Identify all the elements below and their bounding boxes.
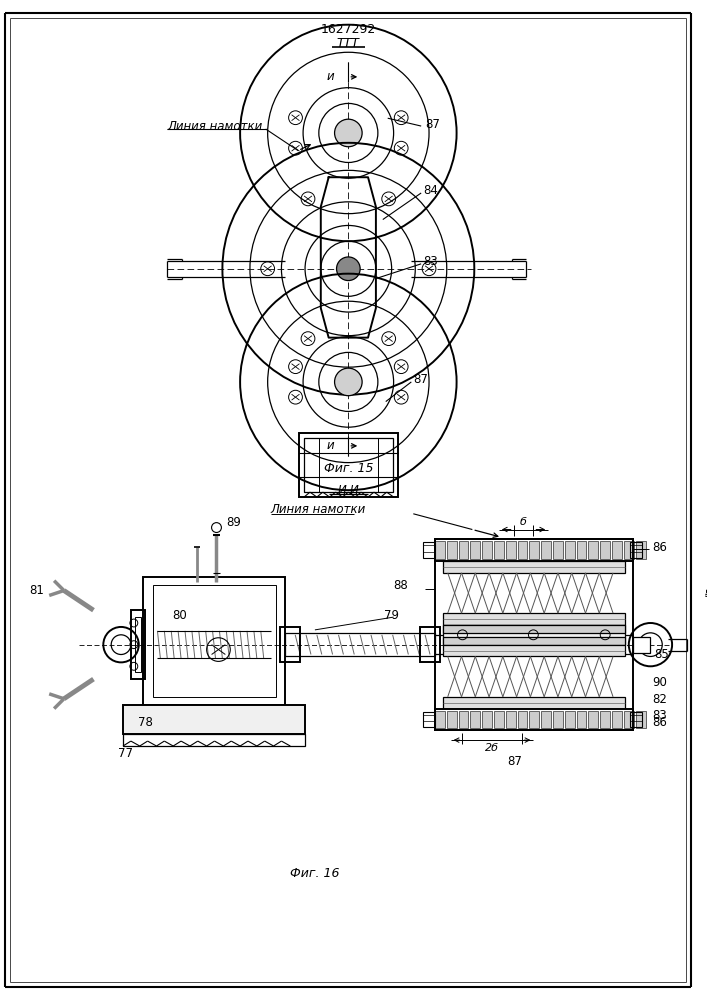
Bar [443, 613, 625, 625]
Text: 87: 87 [414, 373, 428, 386]
Polygon shape [321, 177, 376, 338]
Bar [530, 541, 539, 559]
Text: 89: 89 [226, 516, 241, 529]
Bar [577, 541, 587, 559]
Bar [482, 541, 492, 559]
Bar [630, 712, 641, 727]
Bar [281, 627, 300, 662]
Bar [420, 627, 440, 662]
Text: Фиг. 15: Фиг. 15 [324, 462, 373, 475]
Bar [553, 711, 563, 728]
Text: 81: 81 [30, 584, 45, 597]
Bar [123, 734, 305, 746]
Text: 2б: 2б [485, 743, 499, 753]
Text: 85: 85 [655, 648, 669, 661]
Bar [565, 711, 575, 728]
Bar [577, 711, 587, 728]
Bar [542, 711, 551, 728]
Bar [470, 711, 480, 728]
Text: 82: 82 [653, 693, 667, 706]
Bar [624, 541, 633, 559]
Bar [286, 633, 435, 656]
Bar [435, 711, 445, 728]
Text: Фиг. 16: Фиг. 16 [291, 867, 340, 880]
Bar [588, 541, 598, 559]
Text: 87: 87 [425, 118, 440, 131]
Circle shape [334, 368, 362, 396]
Bar [542, 541, 551, 559]
Text: 86: 86 [653, 541, 667, 554]
Bar [630, 542, 641, 558]
Bar [447, 711, 457, 728]
Text: s: s [705, 587, 707, 600]
Bar [530, 711, 539, 728]
Bar [143, 577, 286, 705]
Bar [506, 711, 515, 728]
Circle shape [337, 257, 360, 281]
Text: Линия намотки: Линия намотки [168, 120, 262, 133]
Bar [443, 637, 625, 645]
Bar [565, 541, 575, 559]
Text: 79: 79 [384, 609, 399, 622]
Text: 88: 88 [394, 579, 409, 592]
Bar [470, 541, 480, 559]
Bar [423, 712, 435, 727]
Bar [518, 711, 527, 728]
Bar [553, 541, 563, 559]
Text: 90: 90 [653, 676, 667, 689]
Bar [506, 541, 515, 559]
Bar [518, 541, 527, 559]
Bar [443, 625, 625, 633]
Text: 77: 77 [118, 747, 133, 760]
Bar [588, 711, 598, 728]
Text: 83: 83 [423, 255, 438, 268]
Text: и: и [327, 70, 334, 83]
Bar [612, 541, 622, 559]
Bar [435, 709, 633, 730]
Text: Линия намотки: Линия намотки [271, 503, 366, 516]
Bar [299, 433, 397, 497]
Text: и: и [327, 439, 334, 452]
Bar [135, 617, 141, 672]
Bar [123, 705, 305, 734]
Text: 86: 86 [653, 716, 667, 729]
Bar [423, 542, 435, 558]
Bar [459, 711, 469, 728]
Bar [612, 711, 622, 728]
Bar [600, 541, 610, 559]
Bar [304, 438, 392, 492]
Bar [494, 541, 504, 559]
Text: ТТТ: ТТТ [337, 37, 360, 50]
Bar [443, 561, 625, 573]
Text: 80: 80 [173, 609, 187, 622]
Bar [443, 645, 625, 656]
Text: 83: 83 [653, 709, 667, 722]
Bar [443, 625, 625, 645]
Bar [624, 711, 633, 728]
Text: б: б [520, 517, 527, 527]
Bar [447, 541, 457, 559]
Text: 1627292: 1627292 [321, 23, 376, 36]
Bar [600, 711, 610, 728]
Circle shape [334, 119, 362, 147]
Text: 84: 84 [423, 184, 438, 197]
Bar [435, 539, 633, 561]
Bar [443, 697, 625, 709]
Text: s: s [705, 587, 707, 597]
Text: 87: 87 [507, 755, 522, 768]
Bar [459, 541, 469, 559]
Bar [435, 539, 633, 730]
Text: И-И: И-И [337, 484, 359, 497]
Bar [131, 610, 145, 679]
Bar [482, 711, 492, 728]
Text: 78: 78 [138, 716, 153, 729]
Bar [636, 541, 645, 559]
Bar [153, 585, 276, 697]
Bar [636, 711, 645, 728]
Bar [435, 541, 445, 559]
Bar [494, 711, 504, 728]
Bar [633, 637, 650, 653]
